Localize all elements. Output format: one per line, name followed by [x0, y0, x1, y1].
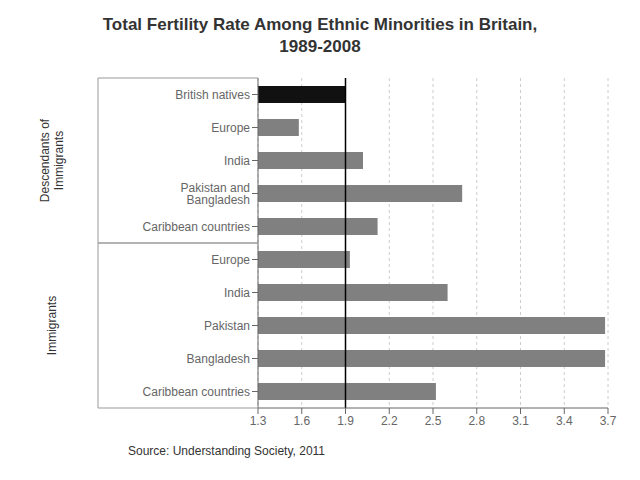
- svg-text:2.8: 2.8: [468, 414, 485, 428]
- svg-text:3.4: 3.4: [556, 414, 573, 428]
- svg-text:2.5: 2.5: [425, 414, 442, 428]
- svg-text:Descendants ofImmigrants: Descendants ofImmigrants: [38, 118, 66, 202]
- svg-text:Pakistan andBangladesh: Pakistan andBangladesh: [181, 181, 250, 207]
- svg-text:Pakistan: Pakistan: [204, 319, 250, 333]
- svg-text:India: India: [224, 154, 250, 168]
- svg-text:Immigrants: Immigrants: [45, 296, 59, 355]
- html-text:Total Fertility Rate Among Eth: Total Fertility Rate Among Ethnic Minori…: [102, 15, 538, 34]
- svg-text:3.7: 3.7: [600, 414, 617, 428]
- svg-text:Europe: Europe: [211, 253, 250, 267]
- svg-text:1.3: 1.3: [250, 414, 267, 428]
- svg-text:Caribbean countries: Caribbean countries: [143, 220, 250, 234]
- svg-text:3.1: 3.1: [512, 414, 529, 428]
- svg-text:British natives: British natives: [175, 88, 250, 102]
- svg-text:2.2: 2.2: [381, 414, 398, 428]
- html-text:1989-2008: 1989-2008: [279, 37, 361, 56]
- svg-text:Europe: Europe: [211, 121, 250, 135]
- html-text:Source: Understanding Society,: Source: Understanding Society, 2011: [128, 444, 325, 458]
- svg-text:Bangladesh: Bangladesh: [187, 352, 250, 366]
- svg-text:1.9: 1.9: [337, 414, 354, 428]
- svg-text:1.6: 1.6: [293, 414, 310, 428]
- svg-text:Caribbean countries: Caribbean countries: [143, 385, 250, 399]
- svg-text:India: India: [224, 286, 250, 300]
